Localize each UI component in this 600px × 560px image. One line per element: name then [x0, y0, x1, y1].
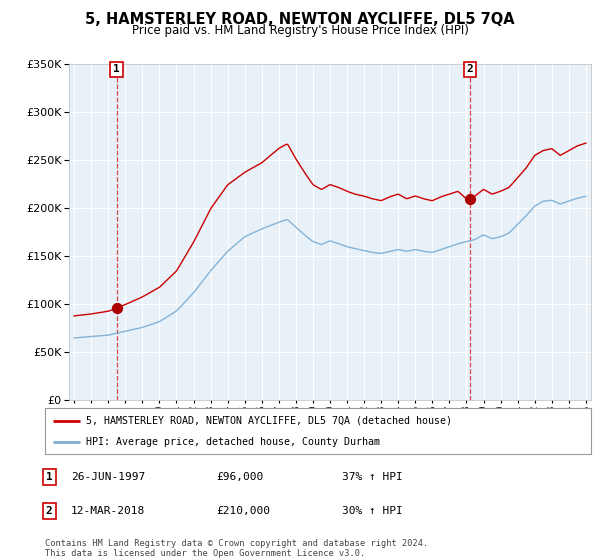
Text: 1: 1	[46, 472, 53, 482]
Text: 30% ↑ HPI: 30% ↑ HPI	[342, 506, 403, 516]
Text: 1: 1	[113, 64, 120, 74]
Text: Price paid vs. HM Land Registry's House Price Index (HPI): Price paid vs. HM Land Registry's House …	[131, 24, 469, 36]
Text: 2: 2	[466, 64, 473, 74]
Text: 37% ↑ HPI: 37% ↑ HPI	[342, 472, 403, 482]
Text: £96,000: £96,000	[216, 472, 263, 482]
Point	[112, 304, 121, 312]
Text: Contains HM Land Registry data © Crown copyright and database right 2024.
This d: Contains HM Land Registry data © Crown c…	[45, 539, 428, 558]
Text: 5, HAMSTERLEY ROAD, NEWTON AYCLIFFE, DL5 7QA: 5, HAMSTERLEY ROAD, NEWTON AYCLIFFE, DL5…	[85, 12, 515, 27]
Text: 26-JUN-1997: 26-JUN-1997	[71, 472, 145, 482]
Text: 2: 2	[46, 506, 53, 516]
Text: HPI: Average price, detached house, County Durham: HPI: Average price, detached house, Coun…	[86, 437, 380, 447]
Point	[465, 194, 475, 203]
Text: 5, HAMSTERLEY ROAD, NEWTON AYCLIFFE, DL5 7QA (detached house): 5, HAMSTERLEY ROAD, NEWTON AYCLIFFE, DL5…	[86, 416, 452, 426]
Text: £210,000: £210,000	[216, 506, 270, 516]
Text: 12-MAR-2018: 12-MAR-2018	[71, 506, 145, 516]
